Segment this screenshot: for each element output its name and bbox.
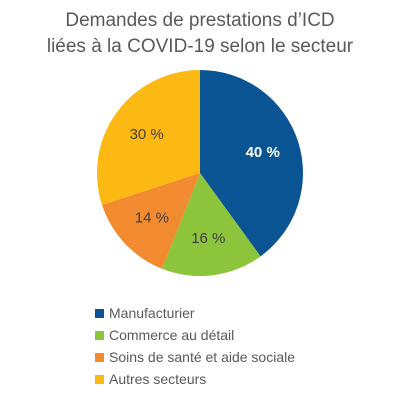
legend-item-commerce-au-detail: Commerce au détail (95, 324, 295, 346)
data-label-commerce-au-detail: 16 % (191, 230, 225, 247)
pie-slice-autres-secteurs (96, 70, 200, 205)
pie-slice-commerce-au-detail (162, 173, 261, 276)
chart-legend: Manufacturier Commerce au détail Soins de … (95, 302, 295, 390)
legend-swatch (95, 374, 104, 384)
chart-title: Demandes de prestations d’ICD liées à la… (0, 8, 400, 60)
legend-label: Manufacturier (109, 305, 195, 321)
pie-slice-manufacturier (200, 70, 303, 257)
legend-swatch (95, 352, 104, 362)
data-label-autres-secteurs: 30 % (130, 126, 164, 143)
legend-swatch (95, 308, 104, 318)
legend-item-soins-de-sante-et-aide-sociale: Soins de santé et aide sociale (95, 346, 295, 368)
legend-label: Soins de santé et aide sociale (109, 349, 296, 365)
chart-title-line-1: Demandes de prestations d’ICD (65, 10, 335, 31)
chart-title-line-2: liées à la COVID-19 selon le secteur (46, 36, 354, 57)
legend-item-autres-secteurs: Autres secteurs (95, 368, 295, 390)
legend-label: Commerce au détail (109, 327, 235, 343)
legend-item-manufacturier: Manufacturier (95, 302, 295, 324)
legend-swatch (95, 330, 104, 340)
legend-label: Autres secteurs (109, 371, 207, 387)
pie-slice-soins-de-sante-et-aide-sociale (102, 173, 200, 269)
data-label-soins-de-sante-et-aide-sociale: 14 % (135, 210, 169, 227)
data-label-manufacturier: 40 % (246, 144, 280, 161)
